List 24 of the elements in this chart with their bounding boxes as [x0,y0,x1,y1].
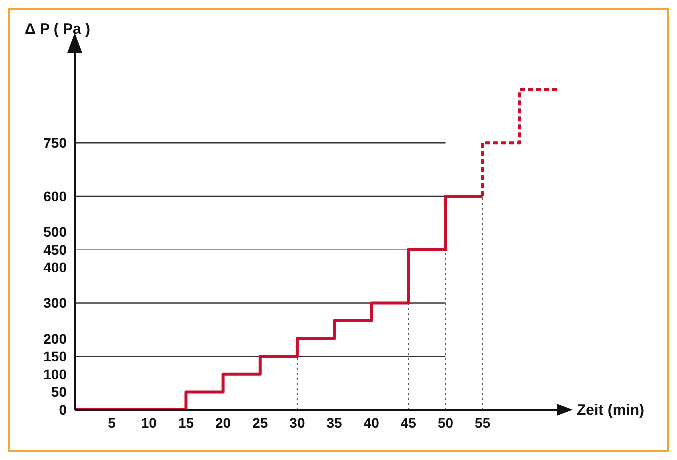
y-tick-label: 450 [44,242,68,258]
y-tick-label: 500 [44,224,68,240]
x-axis-title: Zeit (min) [577,402,644,419]
y-tick-label: 750 [44,135,68,152]
y-tick-label: 150 [44,348,68,365]
y-tick-label: 0 [59,402,68,418]
x-tick-label: 50 [438,414,454,431]
x-tick-label: 45 [400,414,417,431]
y-tick-label: 100 [44,366,68,382]
y-tick-label: 300 [44,295,68,312]
x-tick-label: 15 [178,414,194,431]
y-tick-label: 50 [51,384,68,400]
x-tick-label: 25 [252,414,268,431]
y-tick-label: 600 [44,188,68,204]
x-tick-label: 30 [290,414,306,431]
x-tick-label: 5 [108,414,116,431]
x-tick-label: 10 [141,414,158,431]
x-tick-label: 55 [475,414,491,431]
x-tick-label: 35 [326,414,343,431]
x-tick-label: 20 [216,414,232,431]
y-tick-label: 200 [44,330,68,347]
y-tick-label: 400 [44,260,68,276]
y-axis-title: Δ P ( Pa ) [25,21,91,38]
x-tick-label: 40 [364,414,380,431]
